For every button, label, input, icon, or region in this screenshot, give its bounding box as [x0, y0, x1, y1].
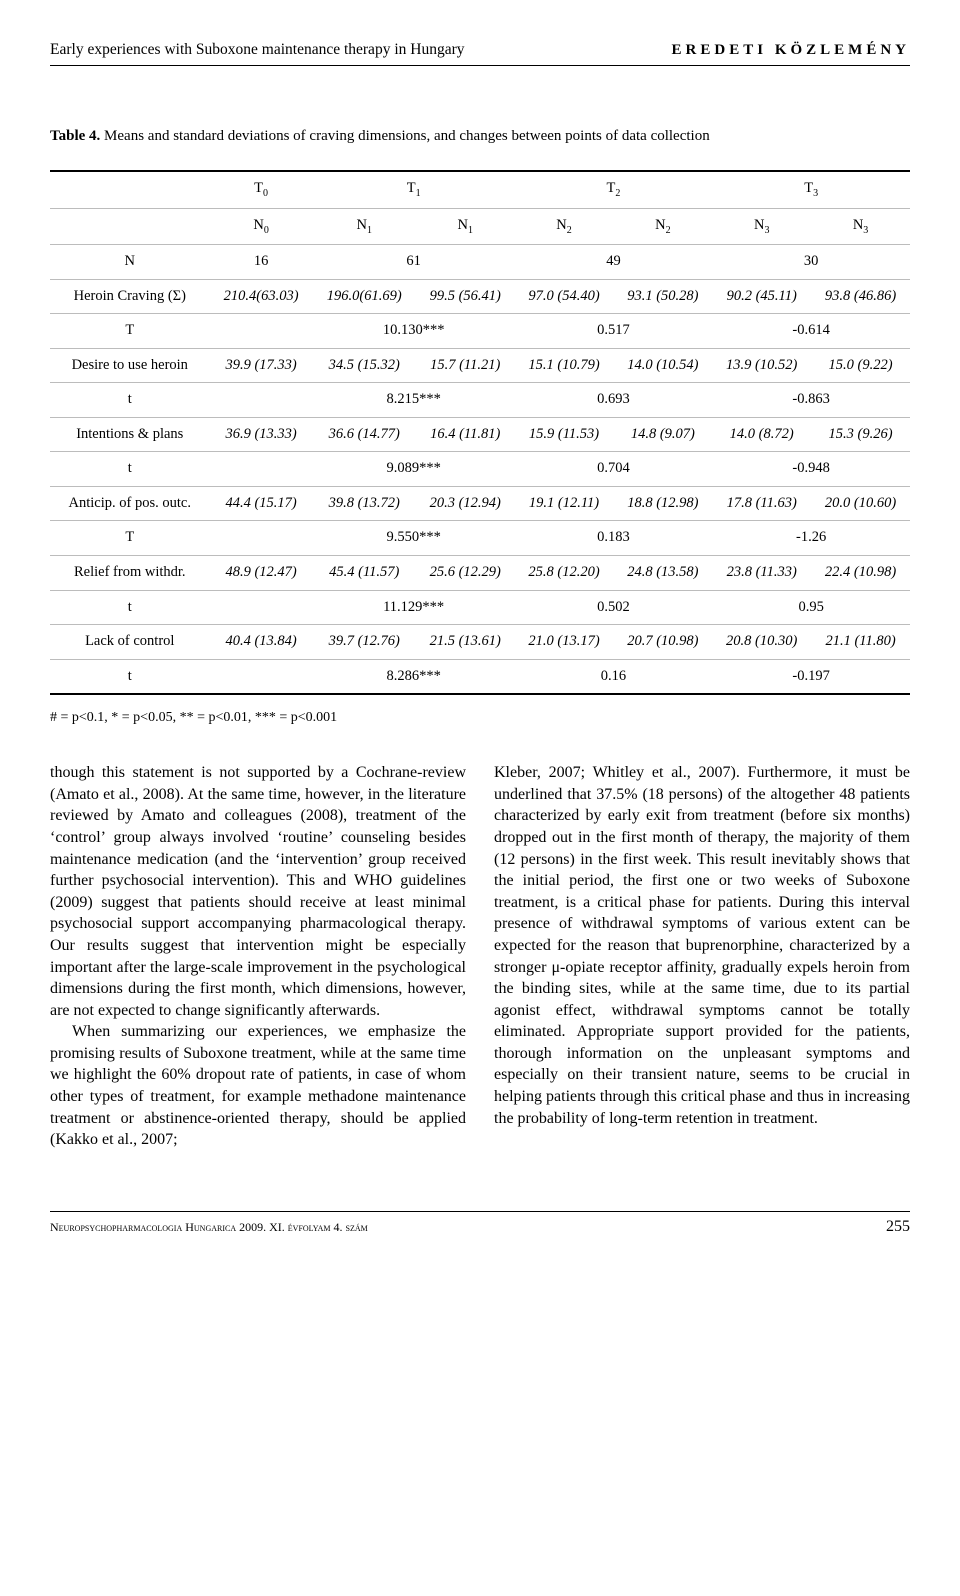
table-row-stat: t 9.089*** 0.704 -0.948 [50, 452, 910, 487]
body-paragraph: though this statement is not supported b… [50, 762, 466, 1021]
table-row: Heroin Craving (Σ) 210.4(63.03) 196.0(61… [50, 279, 910, 314]
body-column-right: Kleber, 2007; Whitley et al., 2007). Fur… [494, 762, 910, 1151]
table-number: Table 4. [50, 128, 100, 144]
table-row-N: N 16 61 49 30 [50, 244, 910, 279]
body-columns: though this statement is not supported b… [50, 762, 910, 1151]
body-column-left: though this statement is not supported b… [50, 762, 466, 1151]
running-title: Early experiences with Suboxone maintena… [50, 40, 464, 61]
page-footer: Neuropsychopharmacologia Hungarica 2009.… [50, 1211, 910, 1238]
table-row-stat: T 9.550*** 0.183 -1.26 [50, 521, 910, 556]
table-header-N: N0 N1 N1 N2 N2 N3 N3 [50, 208, 910, 244]
table-row: Intentions & plans 36.9 (13.33) 36.6 (14… [50, 417, 910, 452]
body-paragraph: Kleber, 2007; Whitley et al., 2007). Fur… [494, 762, 910, 1129]
data-table: T0 T1 T2 T3 N0 N1 N1 N2 N2 N3 N3 N 16 61… [50, 170, 910, 695]
page-number: 255 [886, 1216, 910, 1238]
table-row: Anticip. of pos. outc. 44.4 (15.17) 39.8… [50, 486, 910, 521]
table-row: Relief from withdr. 48.9 (12.47) 45.4 (1… [50, 556, 910, 591]
body-paragraph: When summarizing our experiences, we emp… [50, 1021, 466, 1151]
table-row-stat: T 10.130*** 0.517 -0.614 [50, 314, 910, 349]
table-row: Lack of control 40.4 (13.84) 39.7 (12.76… [50, 625, 910, 660]
table-row-stat: t 8.286*** 0.16 -0.197 [50, 659, 910, 694]
table-header-T: T0 T1 T2 T3 [50, 171, 910, 208]
table-row: Desire to use heroin 39.9 (17.33) 34.5 (… [50, 348, 910, 383]
section-name: EREDETI KÖZLEMÉNY [672, 40, 910, 60]
table-footnote: # = p<0.1, * = p<0.05, ** = p<0.01, *** … [50, 709, 910, 728]
table-row-stat: t 11.129*** 0.502 0.95 [50, 590, 910, 625]
table-title: Means and standard deviations of craving… [100, 128, 709, 144]
journal-name: Neuropsychopharmacologia Hungarica 2009.… [50, 1219, 368, 1235]
running-header: Early experiences with Suboxone maintena… [50, 40, 910, 66]
table-caption: Table 4. Means and standard deviations o… [50, 126, 910, 146]
table-row-stat: t 8.215*** 0.693 -0.863 [50, 383, 910, 418]
